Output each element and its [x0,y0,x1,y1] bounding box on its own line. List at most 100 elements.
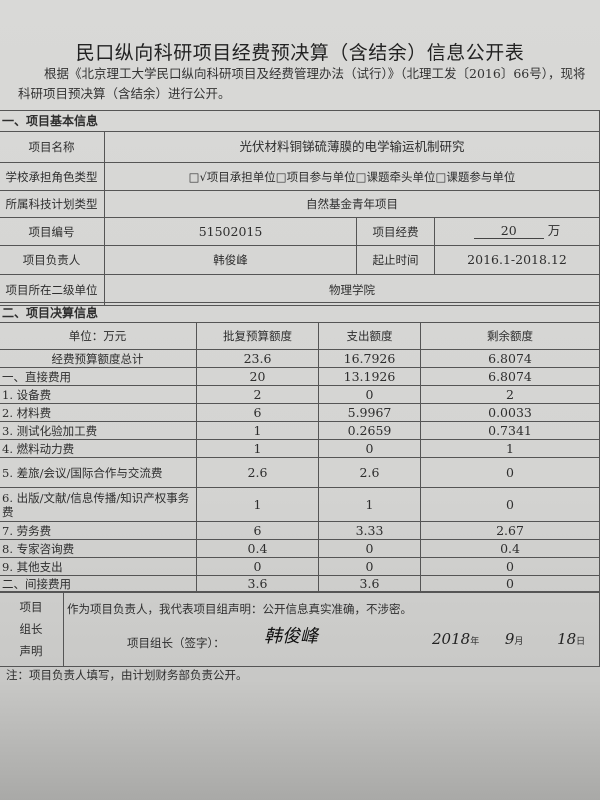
budget-spent: 0 [318,385,421,404]
budget-spent: 0 [318,439,421,458]
budget-spent: 3.6 [318,575,421,593]
footnote: 注：项目负责人填写，由计划财务部负责公开。 [6,668,248,682]
budget-remaining: 0 [419,557,600,576]
month-unit: 月 [514,637,524,647]
basic-info-table: 一、项目基本信息 项目名称 光伏材料铜锑硫薄膜的电学输运机制研究 学校承担角色类型… [0,110,600,306]
budget-spent: 0 [318,557,421,576]
budget-table: 二、项目决算信息 单位：万元 批复预算额度 支出额度 剩余额度 经费预算额度总计… [0,302,600,593]
budget-item: 3. 测试化验加工费 [0,421,197,440]
budget-approved: 0 [196,557,319,576]
period-value: 2016.1-2018.12 [433,245,600,275]
budget-spent: 0.2659 [318,421,421,440]
statement-text: 作为项目负责人，我代表项目组声明：公开信息真实准确，不涉密。 [67,602,412,616]
budget-approved: 1 [196,421,319,440]
statement-label: 项目组长声明 [0,591,64,667]
budget-remaining: 0 [419,457,600,488]
year-unit: 年 [470,637,480,647]
day-unit: 日 [576,637,586,647]
name-label: 项目名称 [0,131,105,163]
budget-remaining: 0.7341 [419,421,600,440]
budget-approved: 2 [196,385,319,404]
period-label: 起止时间 [356,245,435,275]
dept-value: 物理学院 [103,274,600,306]
funding-value: 20 [473,224,544,239]
budget-row: 1. 设备费 2 0 2 [0,385,600,404]
budget-remaining: 0.4 [419,539,600,558]
budget-row: 6. 出版/文献/信息传播/知识产权事务费 1 1 0 [0,487,600,522]
funding-label: 项目经费 [356,217,435,246]
budget-row: 4. 燃料动力费 1 0 1 [0,439,600,458]
budget-item: 2. 材料费 [0,403,197,422]
funding-unit: 万 [547,223,561,238]
budget-spent: 1 [318,487,421,522]
signature: 韩俊峰 [264,626,318,647]
intro-paragraph: 根据《北京理工大学民口纵向科研项目及经费管理办法（试行）》（北理工发〔2016〕… [18,66,586,101]
budget-spent: 3.33 [318,521,421,540]
role-label: 学校承担角色类型 [0,162,105,191]
budget-approved: 2.6 [196,457,319,488]
budget-approved: 3.6 [196,575,319,593]
budget-remaining: 6.8074 [419,367,600,386]
number-label: 项目编号 [0,217,105,246]
budget-item: 经费预算额度总计 [0,349,197,368]
budget-row: 3. 测试化验加工费 1 0.2659 0.7341 [0,421,600,440]
budget-row: 2. 材料费 6 5.9967 0.0033 [0,403,600,422]
plan-label: 所属科技计划类型 [0,190,105,218]
budget-item: 4. 燃料动力费 [0,439,197,458]
budget-item: 9. 其他支出 [0,557,197,576]
budget-item: 7. 劳务费 [0,521,197,540]
budget-item: 8. 专家咨询费 [0,539,197,558]
statement-table: 项目组长声明 作为项目负责人，我代表项目组声明：公开信息真实准确，不涉密。 项目… [0,591,600,667]
section-basic-info: 一、项目基本信息 [0,110,600,132]
budget-row: 5. 差旅/会议/国际合作与交流费 2.6 2.6 0 [0,457,600,488]
budget-approved: 23.6 [196,349,319,368]
budget-remaining: 6.8074 [419,349,600,368]
leader-value: 韩俊峰 [104,245,357,275]
page-title: 民口纵向科研项目经费预决算（含结余）信息公开表 [75,42,525,64]
budget-spent: 2.6 [318,457,421,488]
budget-remaining: 2.67 [419,521,600,540]
project-number: 51502015 [104,217,357,246]
budget-item: 6. 出版/文献/信息传播/知识产权事务费 [0,487,197,522]
sign-label: 项目组长（签字）： [127,636,225,650]
leader-label: 项目负责人 [0,245,105,275]
budget-approved: 20 [196,367,319,386]
budget-row: 8. 专家咨询费 0.4 0 0.4 [0,539,600,558]
budget-row: 7. 劳务费 6 3.33 2.67 [0,521,600,540]
budget-remaining: 0.0033 [419,403,600,422]
budget-approved: 6 [196,403,319,422]
budget-row: 经费预算额度总计 23.6 16.7926 6.8074 [0,349,600,368]
budget-spent: 13.1926 [318,367,421,386]
budget-item: 5. 差旅/会议/国际合作与交流费 [0,457,197,488]
budget-spent: 16.7926 [318,349,421,368]
budget-approved: 1 [196,439,319,458]
budget-remaining: 1 [419,439,600,458]
budget-row: 一、直接费用 20 13.1926 6.8074 [0,367,600,386]
dept-label: 项目所在二级单位 [0,274,105,306]
budget-item: 1. 设备费 [0,385,197,404]
budget-approved: 1 [196,487,319,522]
plan-value: 自然基金青年项目 [103,190,600,218]
header-approved: 批复预算额度 [196,322,319,350]
budget-approved: 0.4 [196,539,319,558]
budget-row: 二、间接费用 3.6 3.6 0 [0,575,600,593]
project-name: 光伏材料铜锑硫薄膜的电学输运机制研究 [103,131,600,163]
section-budget: 二、项目决算信息 [0,302,600,323]
budget-spent: 0 [318,539,421,558]
budget-item: 二、间接费用 [0,575,197,593]
header-remaining: 剩余额度 [419,322,600,350]
budget-remaining: 2 [419,385,600,404]
header-unit: 单位：万元 [0,322,197,350]
budget-remaining: 0 [419,487,600,522]
budget-spent: 5.9967 [318,403,421,422]
budget-approved: 6 [196,521,319,540]
date-year: 2018 [432,630,471,648]
budget-row: 9. 其他支出 0 0 0 [0,557,600,576]
header-spent: 支出额度 [318,322,421,350]
role-value: □√项目承担单位□项目参与单位□课题牵头单位□课题参与单位 [103,162,600,191]
date-day: 18 [557,630,577,648]
budget-item: 一、直接费用 [0,367,197,386]
funding-cell: 20 万 [433,217,600,246]
budget-remaining: 0 [419,575,600,593]
date-month: 9 [504,630,515,648]
